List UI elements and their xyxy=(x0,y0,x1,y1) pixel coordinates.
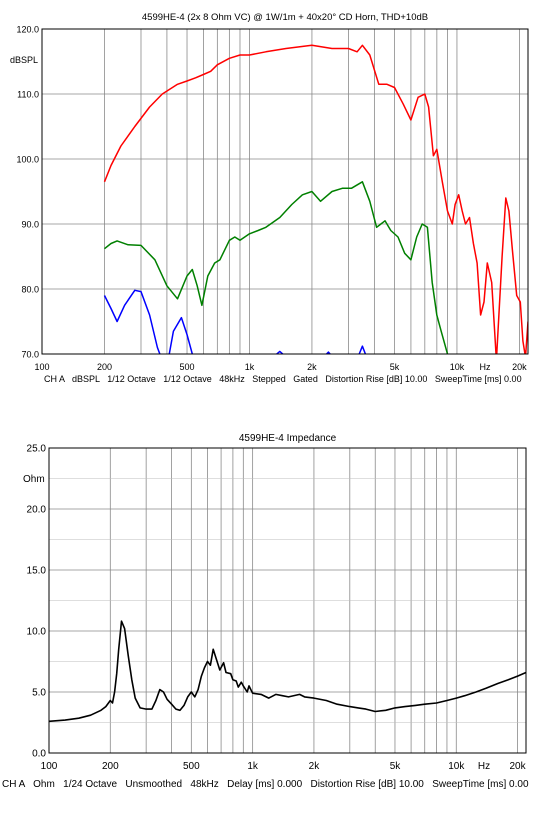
x-tick-label: 200 xyxy=(97,362,112,372)
y-tick-label: 25.0 xyxy=(27,444,47,455)
x-tick-label: 20k xyxy=(512,362,527,372)
grid xyxy=(42,29,528,354)
x-axis-unit: Hz xyxy=(478,761,490,772)
plot-frame xyxy=(41,28,529,355)
x-tick-label: 5k xyxy=(390,761,402,772)
plot-border xyxy=(48,447,527,754)
y-axis-unit: Ohm xyxy=(23,474,45,485)
y-tick-label: 20.0 xyxy=(27,505,47,516)
x-tick-label: 1k xyxy=(247,761,259,772)
chart-footer: CH A Ohm 1/24 Octave Unsmoothed 48kHz De… xyxy=(2,779,529,790)
x-tick-label: 1k xyxy=(245,362,255,372)
chart-title: 4599HE-4 (2x 8 Ohm VC) @ 1W/1m + 40x20° … xyxy=(142,12,428,23)
y-tick-label: 120.0 xyxy=(16,25,39,35)
series-line-5 xyxy=(325,351,332,354)
y-tick-label: 110.0 xyxy=(17,90,39,100)
x-tick-label: 100 xyxy=(41,761,58,772)
x-tick-label: 2k xyxy=(307,362,317,372)
plot-border xyxy=(41,28,529,355)
x-tick-label: 20k xyxy=(510,761,527,772)
grid xyxy=(49,448,526,753)
x-tick-label: 100 xyxy=(34,362,49,372)
y-tick-label: 90.0 xyxy=(21,220,39,230)
chart-footer: CH A dBSPL 1/12 Octave 1/12 Octave 48kHz… xyxy=(44,374,522,384)
x-tick-label: 500 xyxy=(183,761,200,772)
chart-1: 4599HE-4 (2x 8 Ohm VC) @ 1W/1m + 40x20° … xyxy=(10,12,529,384)
x-tick-label: 5k xyxy=(390,362,400,372)
x-tick-label: 10k xyxy=(450,362,465,372)
series-line-1 xyxy=(103,44,528,354)
x-axis-unit: Hz xyxy=(480,362,491,372)
x-tick-label: 10k xyxy=(448,761,465,772)
series-line-1 xyxy=(49,620,526,723)
x-tick-label: 2k xyxy=(309,761,321,772)
y-tick-label: 5.0 xyxy=(32,688,46,699)
series-line-2 xyxy=(104,181,449,354)
series-line-6 xyxy=(358,345,367,354)
series-line-4 xyxy=(275,350,284,354)
y-axis-unit: dBSPL xyxy=(10,55,38,65)
chart-2: 4599HE-4 Impedance 25.0 20.0 15.0 10.0 5.0 0.0… xyxy=(2,433,529,790)
chart-title: 4599HE-4 Impedance xyxy=(239,433,337,444)
y-tick-label: 0.0 xyxy=(32,749,46,760)
series-line-3 xyxy=(103,289,194,354)
y-tick-label: 80.0 xyxy=(21,285,39,295)
x-tick-label: 500 xyxy=(180,362,195,372)
y-tick-label: 70.0 xyxy=(21,350,39,360)
x-tick-label: 200 xyxy=(102,761,119,772)
y-tick-label: 15.0 xyxy=(27,566,47,577)
series-group xyxy=(49,620,526,723)
y-tick-label: 10.0 xyxy=(27,627,47,638)
series-group xyxy=(103,44,528,354)
y-tick-label: 100.0 xyxy=(16,155,39,165)
